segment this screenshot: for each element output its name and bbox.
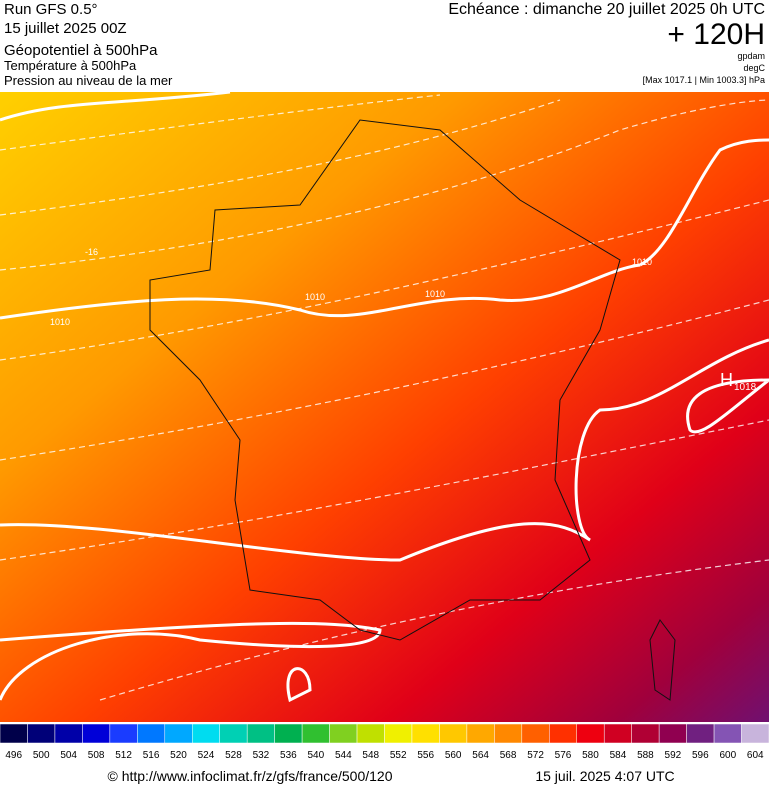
scale-swatch <box>686 723 715 744</box>
scale-swatch <box>439 723 468 744</box>
scale-swatch <box>274 723 303 744</box>
footer-stamp: 15 juil. 2025 4:07 UTC <box>535 768 674 784</box>
color-scale: 496 500 504 508 512 516 520 524 528 532 536 540 544 5… <box>0 723 769 761</box>
scale-label: 516 <box>143 750 160 761</box>
unit: gpdam <box>737 51 765 61</box>
scale-label: 600 <box>719 750 736 761</box>
scale-label: 568 <box>500 750 517 761</box>
scale-swatch <box>137 723 166 744</box>
scale-swatch <box>164 723 193 744</box>
scale-label: 556 <box>417 750 434 761</box>
corsica-outline <box>649 619 676 701</box>
scale-label: 540 <box>307 750 324 761</box>
scale-label: 560 <box>445 750 462 761</box>
footer-url: © http://www.infoclimat.fr/z/gfs/france/… <box>108 768 393 784</box>
temperature-field <box>0 92 769 722</box>
field: Pression au niveau de la mer <box>4 73 173 88</box>
scale-label: 588 <box>637 750 654 761</box>
scale-label: 572 <box>527 750 544 761</box>
scale-label: 496 <box>5 750 22 761</box>
scale-label: 536 <box>280 750 297 761</box>
pressure-range: [Max 1017.1 | Min 1003.3] hPa <box>643 75 765 85</box>
scale-label: 580 <box>582 750 599 761</box>
scale-label: 512 <box>115 750 132 761</box>
scale-label: 604 <box>747 750 764 761</box>
scale-label: 524 <box>198 750 215 761</box>
run: Run GFS 0.5° <box>4 1 98 18</box>
isobars <box>0 90 769 703</box>
scale-swatch <box>329 723 358 744</box>
contour-label: 1010 <box>50 317 70 327</box>
scale-swatch <box>576 723 605 744</box>
lead-time: + 120H <box>667 18 765 51</box>
run-date: 15 juillet 2025 00Z <box>4 20 127 37</box>
geopotential-lines <box>0 94 769 701</box>
scale-swatch <box>246 723 275 744</box>
field: Géopotentiel à 500hPa <box>4 42 158 59</box>
scale-label: 500 <box>33 750 50 761</box>
scale-label: 508 <box>88 750 105 761</box>
valid-time: Echéance : dimanche 20 juillet 2025 0h U… <box>448 1 765 18</box>
field: Température à 500hPa <box>4 58 137 73</box>
scale-swatch <box>658 723 687 744</box>
scale-swatch <box>411 723 440 744</box>
scale-label: 504 <box>60 750 77 761</box>
scale-swatch <box>82 723 111 744</box>
scale-swatch <box>713 723 742 744</box>
scale-swatch <box>549 723 577 744</box>
high-value: 1018 <box>734 382 757 393</box>
scale-swatch <box>741 723 769 744</box>
map: 1010 1010 1010 1010 -16 H 1018 <box>0 90 769 722</box>
scale-swatch <box>54 723 83 744</box>
france-outline <box>149 119 621 641</box>
scale-swatch <box>0 723 28 744</box>
scale-label: 548 <box>362 750 379 761</box>
scale-label: 592 <box>665 750 682 761</box>
scale-swatch <box>192 723 220 744</box>
scale-label: 544 <box>335 750 352 761</box>
contour-label: -16 <box>85 247 98 257</box>
scale-label: 584 <box>610 750 627 761</box>
scale-label: 528 <box>225 750 242 761</box>
scale-swatch <box>631 723 660 744</box>
contour-label: 1010 <box>632 257 652 267</box>
contour-label: 1010 <box>305 292 325 302</box>
scale-swatch <box>603 723 632 744</box>
scale-label: 532 <box>253 750 270 761</box>
scale-swatch <box>384 723 413 744</box>
scale-swatch <box>521 723 550 744</box>
scale-swatch <box>27 723 56 744</box>
scale-swatch <box>494 723 523 744</box>
scale-label: 552 <box>390 750 407 761</box>
scale-label: 596 <box>692 750 709 761</box>
scale-swatch <box>109 723 138 744</box>
scale-swatch <box>466 723 495 744</box>
scale-label: 576 <box>555 750 572 761</box>
contour-label: 1010 <box>425 289 445 299</box>
unit: degC <box>743 63 765 73</box>
scale-label: 520 <box>170 750 187 761</box>
scale-label: 564 <box>472 750 489 761</box>
scale-swatch <box>301 723 330 744</box>
scale-swatch <box>356 723 385 744</box>
high-letter: H <box>720 370 733 390</box>
scale-swatch <box>219 723 248 744</box>
